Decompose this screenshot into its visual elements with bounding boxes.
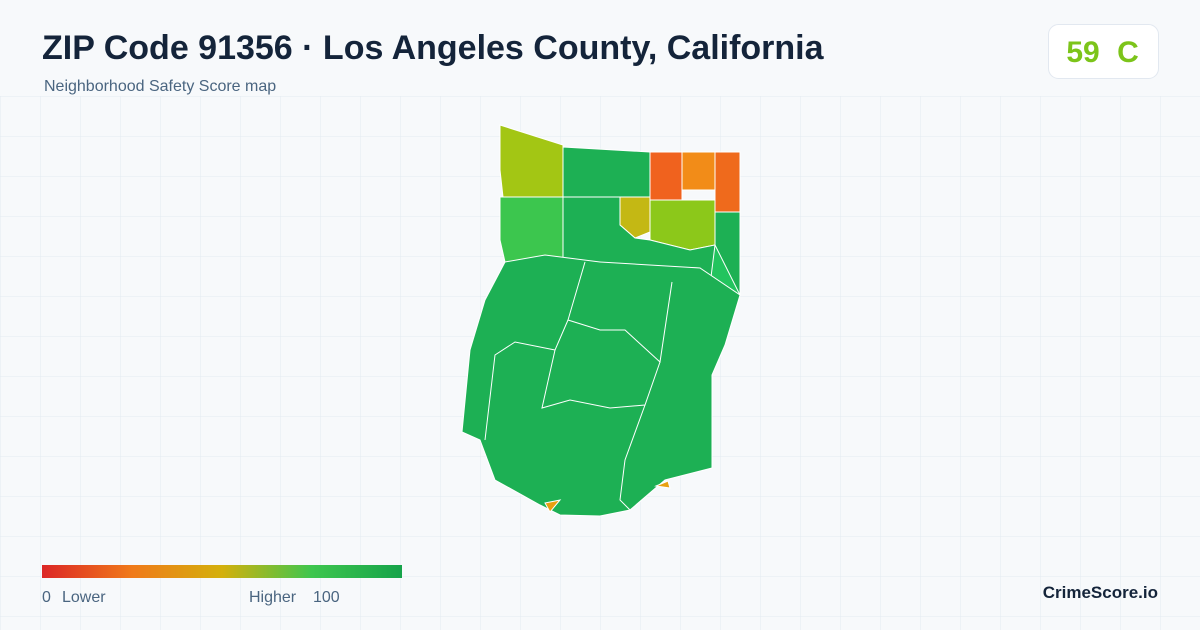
brand: CrimeScore.io [1043,583,1158,602]
area [681,151,716,191]
subtitle: Neighborhood Safety Score map [44,78,276,95]
legend-max: 100 [313,589,340,606]
score-value: 59 [1066,36,1099,69]
zip-map [461,124,741,517]
area [499,196,564,263]
legend-scale [42,565,402,578]
area [714,151,741,213]
area [562,146,651,198]
header-background [0,0,1200,96]
boundary [484,341,556,441]
legend-max-label: Higher [249,589,297,606]
boundary [567,261,673,364]
score-grade: C [1117,36,1139,69]
area [544,499,562,513]
boundary [619,404,646,511]
title: ZIP Code 91356 · Los Angeles County, Cal… [42,29,825,67]
legend-min: 0 [42,589,51,606]
area [649,151,683,201]
score-badge [1048,24,1159,79]
legend-min-label: Lower [62,589,106,606]
area [654,480,671,489]
